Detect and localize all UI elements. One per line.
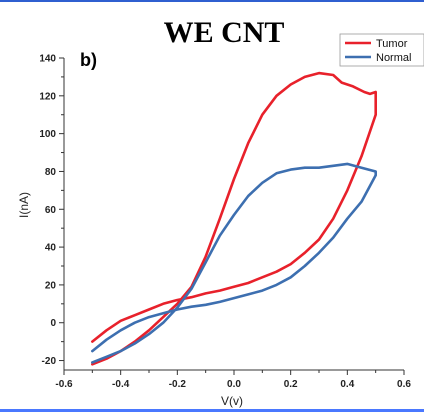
- y-tick-label: 0: [50, 318, 56, 329]
- plot-area: -0.6 -0.4 -0.2 0.0 0.2 0.4 0.6 -20 0 20 40 60 80 100 1…: [39, 54, 411, 391]
- y-tick-label: 80: [45, 167, 57, 178]
- chart-title: WE CNT: [164, 16, 285, 49]
- y-tick-label: 40: [45, 243, 57, 254]
- panel-label: b): [80, 50, 97, 70]
- series-line-tumor: [91, 71, 378, 366]
- legend-label-tumor: Tumor: [376, 38, 408, 50]
- bottom-border-line: [0, 409, 424, 412]
- x-tick-label: -0.2: [169, 379, 187, 390]
- x-tick-label: 0.0: [227, 379, 241, 390]
- x-tick-label: 0.6: [397, 379, 411, 390]
- y-tick-label: 120: [39, 91, 56, 102]
- x-tick-label: -0.6: [55, 379, 73, 390]
- series-line-normal: [91, 162, 378, 364]
- top-border-line: [0, 0, 424, 2]
- legend: Tumor Normal: [339, 33, 424, 67]
- legend-label-normal: Normal: [376, 52, 411, 64]
- y-axis-label: I(nA): [17, 192, 31, 218]
- x-axis-label: V(v): [221, 394, 243, 408]
- y-tick-label: 20: [45, 280, 57, 291]
- x-tick-label: -0.4: [112, 379, 130, 390]
- y-tick-label: 60: [45, 205, 57, 216]
- legend-box: [339, 33, 424, 67]
- x-tick-label: 0.2: [284, 379, 298, 390]
- y-tick-label: 100: [39, 129, 56, 140]
- y-tick-label: 140: [39, 54, 56, 65]
- y-tick-label: -20: [42, 356, 57, 367]
- x-tick-label: 0.4: [340, 379, 354, 390]
